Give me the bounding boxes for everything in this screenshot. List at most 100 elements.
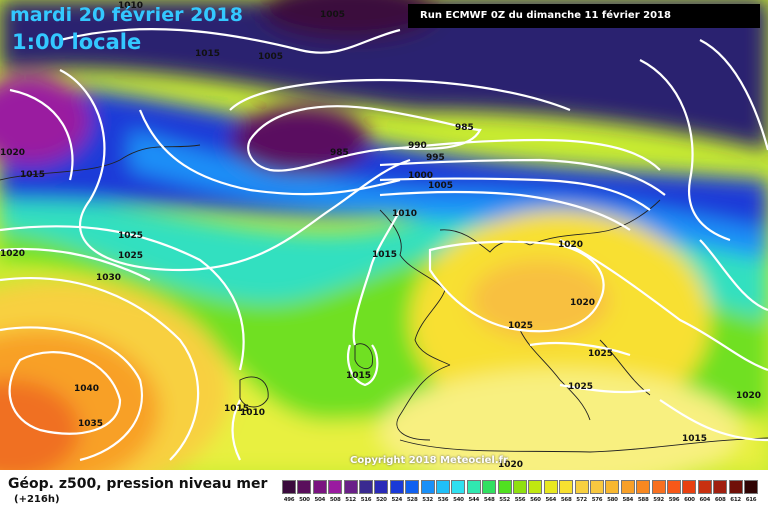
legend-value: 596 [668,497,680,503]
isobar-label: 1010 [240,408,265,418]
legend-swatch [436,480,450,494]
isobar-label: 1015 [195,49,220,59]
legend-swatch [697,480,712,494]
forecast-date: mardi 20 février 2018 [10,4,243,26]
coastlines [0,144,768,453]
legend-swatch [497,480,512,494]
legend-swatch [543,480,558,494]
legend-swatch [744,480,758,494]
isobar-label: 1015 [372,250,397,260]
legend-swatch [420,480,435,494]
legend-swatch [374,480,389,494]
isobar-label: 1025 [568,382,593,392]
legend-swatch [559,480,574,494]
legend-value: 576 [591,497,603,503]
legend-value: 532 [422,497,433,503]
legend-swatch [728,480,743,494]
forecast-time: 1:00 locale [12,30,142,54]
isobar-label: 1000 [408,171,433,181]
isobar-label: 1020 [0,148,25,158]
legend-swatch [682,480,697,494]
legend-swatch [282,480,296,494]
isobar-label: 1015 [346,371,371,381]
isobar-label: 1020 [736,391,761,401]
legend-swatch [466,480,481,494]
legend-value: 500 [299,497,310,503]
legend-value: 536 [437,497,449,503]
legend-value: 588 [637,497,649,503]
geopotential-field: 1010 1005 1015 1005 1020 1015 985 985 99… [0,0,768,470]
legend-value: 556 [514,497,526,503]
isobar-label: 1010 [118,1,143,11]
color-scale: 496 500 504 508 512 516 520 524 528 532 536 540 544 5… [282,480,760,506]
isobar-label: 1005 [320,10,345,20]
isobar-label: 1025 [508,321,533,331]
isobar-label: 990 [408,141,427,151]
isobar-label: 1030 [96,273,121,283]
legend-value: 512 [345,497,356,503]
legend-value: 552 [499,497,510,503]
legend-swatch [482,480,497,494]
isobar-label: 1015 [20,170,45,180]
isobar-label: 1020 [498,460,523,470]
isobar-label: 1020 [0,249,25,259]
model-run-label: Run ECMWF 0Z du dimanche 11 février 2018 [408,4,760,28]
legend-swatch [620,480,635,494]
legend-footer: Géop. z500, pression niveau mer (+216h) … [0,470,768,512]
parameter-title: Géop. z500, pression niveau mer [8,476,268,492]
lead-time: (+216h) [14,494,60,505]
legend-swatch [636,480,651,494]
legend-swatch [297,480,312,494]
legend-value: 520 [376,497,387,503]
isobar-label: 1020 [570,298,595,308]
legend-swatch [605,480,620,494]
legend-value: 504 [314,497,326,503]
legend-value: 592 [653,497,664,503]
legend-value: 572 [576,497,587,503]
legend-value: 564 [545,497,557,503]
legend-swatch [405,480,420,494]
weather-map: 1010 1005 1015 1005 1020 1015 985 985 99… [0,0,768,470]
isobar-label: 1010 [392,209,417,219]
isobar-label: 1025 [118,231,143,241]
legend-swatch [651,480,666,494]
isobar-label: 985 [455,123,474,133]
isobar-label: 1015 [224,404,249,414]
legend-swatch [389,480,404,494]
legend-value: 540 [453,497,464,503]
legend-swatch [312,480,327,494]
legend-value: 516 [360,497,372,503]
legend-value: 548 [483,497,495,503]
model-run-text: Run ECMWF 0Z du dimanche 11 février 2018 [420,10,671,21]
isobar-labels: 1010 1005 1015 1005 1020 1015 985 985 99… [0,1,761,470]
legend-value: 528 [406,497,418,503]
legend-swatch [328,480,343,494]
isobar-label: 1005 [258,52,283,62]
legend-value: 568 [560,497,572,503]
legend-swatch [343,480,358,494]
isobar-label: 1025 [588,349,613,359]
copyright-notice: Copyright 2018 Meteociel.fr [350,455,508,466]
legend-value: 544 [468,497,480,503]
legend-value: 608 [714,497,726,503]
legend-value: 604 [699,497,711,503]
legend-value: 508 [329,497,341,503]
isobar-label: 1015 [682,434,707,444]
legend-value: 580 [607,497,618,503]
legend-swatch [713,480,728,494]
legend-swatch [667,480,681,494]
isobar-label: 1020 [558,240,583,250]
legend-value: 496 [283,497,295,503]
legend-swatch [513,480,527,494]
isobar-label: 985 [330,148,349,158]
legend-value: 600 [684,497,695,503]
legend-swatch [451,480,466,494]
legend-value: 524 [391,497,403,503]
legend-value: 616 [745,497,757,503]
isobar-label: 995 [426,153,445,163]
legend-swatch [574,480,589,494]
legend-value: 584 [622,497,634,503]
legend-value: 560 [530,497,541,503]
isobar-label: 1005 [428,181,453,191]
legend-swatch [590,480,604,494]
